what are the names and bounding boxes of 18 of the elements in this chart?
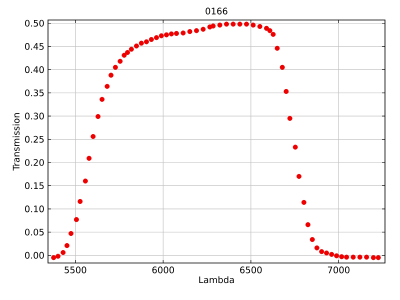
y-tick-label: 0.45 <box>25 43 44 50</box>
x-tick-label: 5500 <box>64 266 86 274</box>
x-tick-label: 6000 <box>152 266 174 274</box>
y-axis-title: Transmission <box>12 113 20 171</box>
y-tick-label: 0.10 <box>25 206 44 212</box>
x-axis-title: Lambda <box>199 276 234 284</box>
chart-title: 0166 <box>206 8 228 14</box>
y-tick-label: 0.25 <box>25 136 44 143</box>
y-tick-label: 0.40 <box>25 66 44 74</box>
y-tick-label: 0.30 <box>25 112 44 120</box>
x-tick-label: 6500 <box>240 266 262 274</box>
y-tick-label: 0.15 <box>25 182 44 190</box>
y-tick-label: 0.20 <box>25 159 44 166</box>
y-tick-label: 0.00 <box>25 252 44 259</box>
x-tick-label: 7000 <box>328 266 350 274</box>
y-tick-label: 0.50 <box>25 20 44 27</box>
y-tick-label: 0.35 <box>25 89 44 96</box>
y-tick-label: 0.05 <box>25 228 44 236</box>
